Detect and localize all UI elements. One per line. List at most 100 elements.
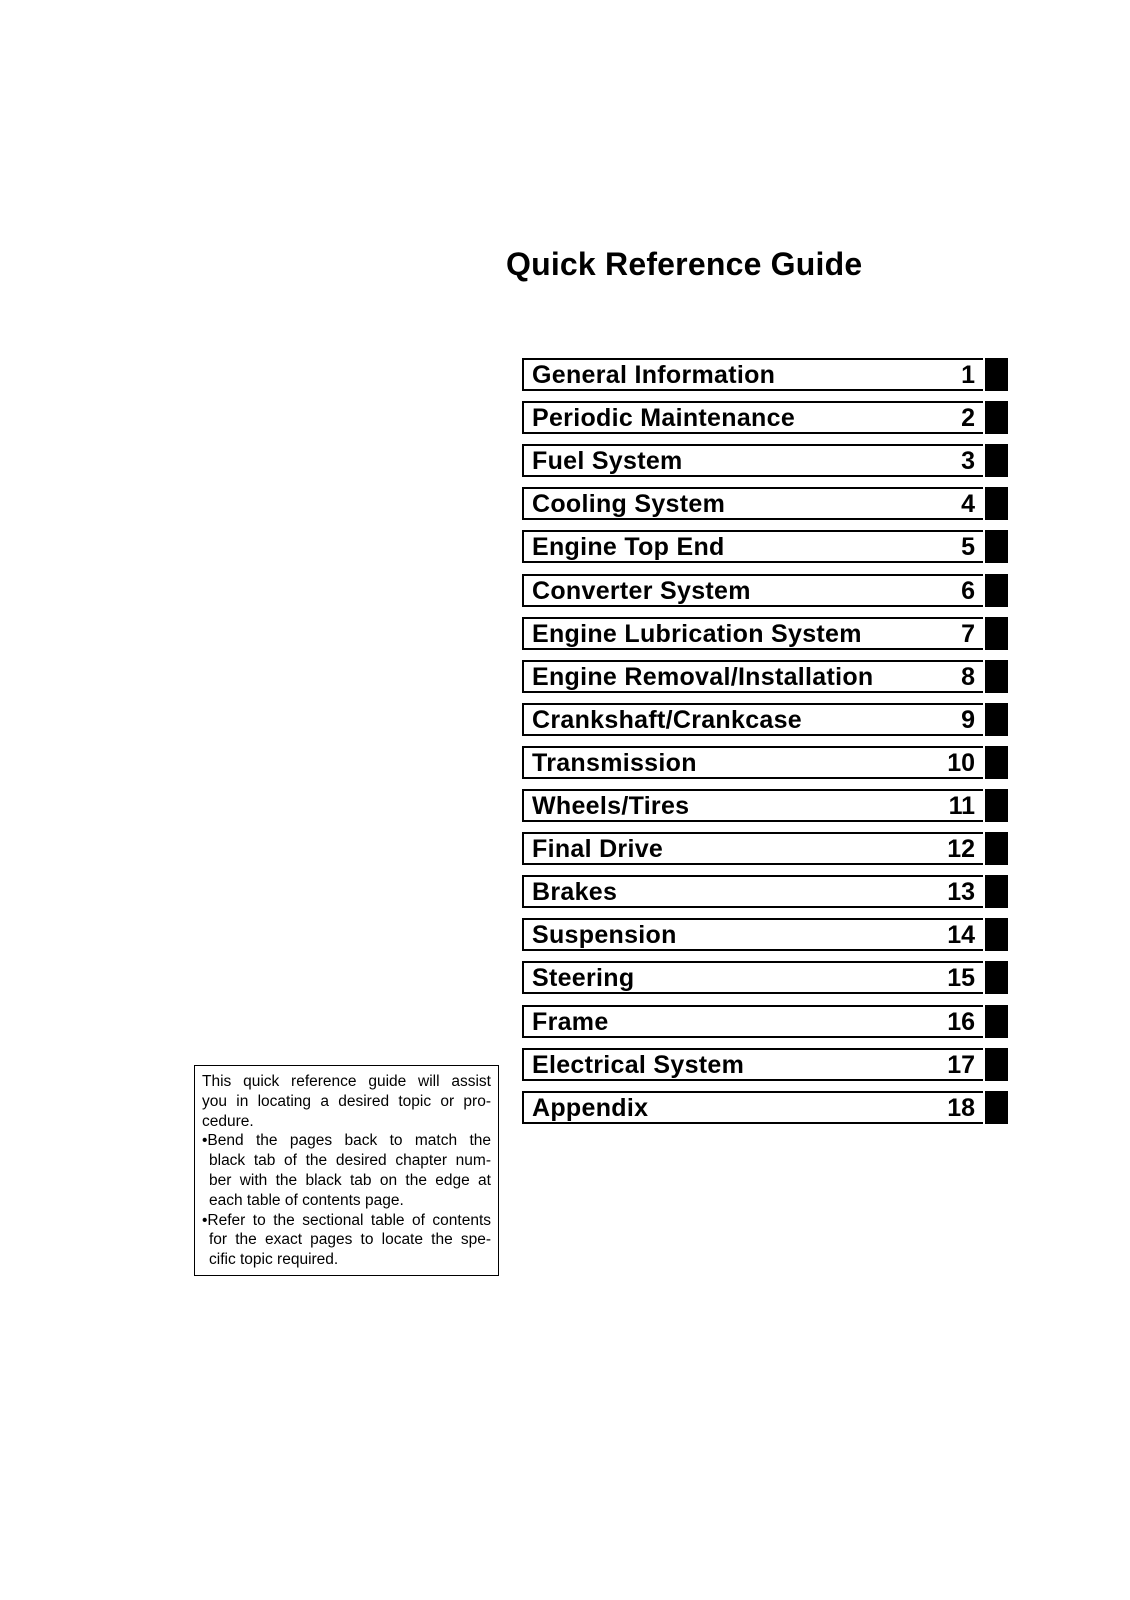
chapter-title: Crankshaft/Crankcase (532, 705, 803, 734)
note-line: This quick reference guide will assist (202, 1073, 491, 1090)
chapter-title: Engine Removal/Installation (532, 662, 874, 691)
chapter-number: 9 (961, 705, 975, 734)
black-tab-marker (985, 444, 1008, 478)
chapter-title: Electrical System (532, 1050, 745, 1079)
chapter-number: 15 (947, 964, 975, 993)
chapter-box[interactable]: Converter System 6 (522, 573, 983, 607)
black-tab-marker (985, 659, 1008, 693)
chapter-entry[interactable]: Periodic Maintenance 2 (522, 401, 1008, 435)
chapter-number: 17 (947, 1050, 975, 1079)
chapter-number: 2 (961, 404, 975, 433)
chapter-entry[interactable]: Engine Removal/Installation 8 (522, 659, 1008, 693)
black-tab-marker (985, 530, 1008, 564)
chapter-title: Fuel System (532, 447, 683, 476)
chapter-box[interactable]: Brakes 13 (522, 875, 983, 909)
chapter-title: Cooling System (532, 490, 726, 519)
chapter-number: 11 (948, 792, 975, 820)
chapter-number: 18 (947, 1093, 975, 1122)
black-tab-marker (985, 487, 1008, 521)
chapter-number: 16 (947, 1007, 975, 1036)
chapter-box[interactable]: Engine Lubrication System 7 (522, 616, 983, 650)
note-line: black tab of the desired chapter num- (209, 1152, 491, 1170)
chapter-entry[interactable]: Converter System 6 (522, 573, 1008, 607)
chapter-title: Wheels/Tires (532, 792, 690, 820)
usage-note: This quick reference guide will assist y… (194, 1065, 499, 1276)
chapter-entry[interactable]: General Information 1 (522, 358, 1008, 391)
chapter-entry[interactable]: Frame 16 (522, 1004, 1008, 1038)
chapter-entry[interactable]: Engine Lubrication System 7 (522, 616, 1008, 650)
chapter-entry[interactable]: Crankshaft/Crankcase 9 (522, 702, 1008, 736)
chapter-number: 5 (961, 533, 975, 562)
black-tab-marker (985, 1004, 1008, 1038)
chapter-box[interactable]: Suspension 14 (522, 918, 983, 952)
chapter-title: Appendix (532, 1093, 649, 1122)
note-bullet-line: •Bend the pages back to match the (202, 1132, 491, 1150)
chapter-entry[interactable]: Appendix 18 (522, 1090, 1008, 1124)
chapter-title: Engine Top End (532, 533, 725, 562)
chapter-box[interactable]: Periodic Maintenance 2 (522, 401, 983, 435)
chapter-number: 6 (961, 576, 975, 605)
chapter-box[interactable]: Engine Top End 5 (522, 530, 983, 564)
chapter-number: 1 (961, 361, 975, 389)
black-tab-marker (985, 745, 1008, 779)
black-tab-marker (985, 1090, 1008, 1124)
chapter-box[interactable]: Cooling System 4 (522, 487, 983, 521)
chapter-title: Transmission (532, 748, 697, 777)
chapter-title: Steering (532, 964, 635, 993)
black-tab-marker (985, 875, 1008, 909)
black-tab-marker (985, 961, 1008, 995)
chapter-number: 13 (947, 878, 975, 907)
chapter-number: 10 (947, 748, 975, 777)
chapter-box[interactable]: Frame 16 (522, 1004, 983, 1038)
chapter-title: Suspension (532, 921, 677, 950)
black-tab-marker (985, 789, 1008, 822)
chapter-box[interactable]: Steering 15 (522, 961, 983, 995)
note-line: cific topic required. (209, 1251, 339, 1269)
chapter-entry[interactable]: Cooling System 4 (522, 487, 1008, 521)
chapter-number: 14 (947, 921, 975, 950)
black-tab-marker (985, 616, 1008, 650)
chapter-box[interactable]: Final Drive 12 (522, 832, 983, 866)
chapter-number: 8 (961, 662, 975, 691)
note-line: ber with the black tab on the edge at (209, 1171, 491, 1189)
chapter-entry[interactable]: Engine Top End 5 (522, 530, 1008, 564)
note-line: each table of contents page. (209, 1191, 404, 1209)
note-line: cedure. (202, 1112, 254, 1130)
chapter-number: 4 (961, 490, 975, 519)
chapter-entry[interactable]: Final Drive 12 (522, 832, 1008, 866)
chapter-entry[interactable]: Steering 15 (522, 961, 1008, 995)
note-line: for the exact pages to locate the spe- (209, 1231, 491, 1249)
black-tab-marker (985, 702, 1008, 736)
chapter-entry[interactable]: Suspension 14 (522, 918, 1008, 952)
black-tab-marker (985, 573, 1008, 607)
chapter-number: 12 (947, 835, 975, 864)
chapter-number: 3 (961, 447, 975, 476)
page-title: Quick Reference Guide (506, 246, 863, 282)
chapter-box[interactable]: Electrical System 17 (522, 1047, 983, 1081)
chapter-box[interactable]: Wheels/Tires 11 (522, 789, 983, 822)
chapter-title: Frame (532, 1007, 609, 1036)
chapter-title: Converter System (532, 576, 751, 605)
chapter-title: Periodic Maintenance (532, 404, 796, 433)
chapter-box[interactable]: Fuel System 3 (522, 444, 983, 478)
chapter-entry[interactable]: Transmission 10 (522, 745, 1008, 779)
chapter-entry[interactable]: Electrical System 17 (522, 1047, 1008, 1081)
note-line: you in locating a desired topic or pro- (202, 1092, 491, 1110)
chapter-title: Brakes (532, 878, 618, 907)
chapter-box[interactable]: General Information 1 (522, 358, 983, 391)
chapter-title: Engine Lubrication System (532, 619, 862, 648)
black-tab-marker (985, 918, 1008, 952)
black-tab-marker (985, 832, 1008, 866)
chapter-box[interactable]: Engine Removal/Installation 8 (522, 659, 983, 693)
chapter-entry[interactable]: Fuel System 3 (522, 444, 1008, 478)
chapter-number: 7 (961, 619, 975, 648)
black-tab-marker (985, 401, 1008, 435)
chapter-entry[interactable]: Brakes 13 (522, 875, 1008, 909)
chapter-box[interactable]: Crankshaft/Crankcase 9 (522, 702, 983, 736)
black-tab-marker (985, 358, 1008, 391)
chapter-box[interactable]: Appendix 18 (522, 1090, 983, 1124)
note-bullet-line: •Refer to the sectional table of content… (202, 1211, 491, 1229)
chapter-entry[interactable]: Wheels/Tires 11 (522, 789, 1008, 822)
chapter-title: General Information (532, 361, 776, 389)
chapter-box[interactable]: Transmission 10 (522, 745, 983, 779)
